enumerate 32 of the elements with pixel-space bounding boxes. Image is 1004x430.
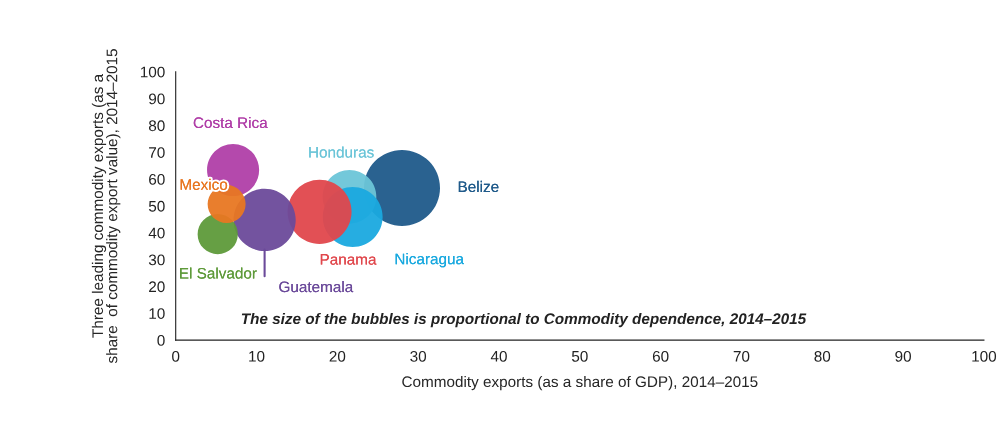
x-tick-label: 90 <box>895 350 911 362</box>
x-tick-label: 30 <box>410 350 427 362</box>
x-tick-label: 10 <box>249 350 265 362</box>
x-tick-label: 80 <box>814 350 831 362</box>
y-tick-label: 70 <box>149 147 165 158</box>
series-label: Panama <box>320 254 377 265</box>
x-tick-label: 0 <box>172 350 180 362</box>
y-tick-label: 0 <box>157 335 165 346</box>
series-label: El Salvador <box>180 267 257 279</box>
series-label: Honduras <box>309 146 374 158</box>
x-axis-title: Commodity exports (as a share of GDP), 2014–2015 <box>402 375 758 391</box>
y-tick-label: 10 <box>149 308 165 319</box>
x-tick-label: 70 <box>733 350 750 362</box>
y-tick-label: 80 <box>148 120 165 132</box>
series-label: Costa Rica <box>193 116 268 129</box>
x-tick-label: 20 <box>329 350 346 362</box>
x-tick-label: 40 <box>490 350 507 362</box>
y-tick-label: 20 <box>149 281 165 293</box>
y-tick-label: 60 <box>149 174 165 185</box>
y-tick-label: 50 <box>148 200 165 212</box>
y-tick-label: 100 <box>140 66 165 78</box>
y-tick-label: 90 <box>149 93 165 105</box>
x-tick-label: 100 <box>972 350 997 362</box>
text: Guatemala <box>279 281 354 293</box>
y-axis-title: Three leading commodity exports (as a share of commodity export value), 2014–2015 <box>91 49 121 364</box>
y-tick-label: 40 <box>148 227 165 239</box>
y-tick-label: 30 <box>148 254 165 266</box>
x-tick-label: 50 <box>571 350 588 362</box>
annotation: The size of the bubbles is proportional to Commodity dependence, 2014–2015 <box>241 312 807 328</box>
x-tick-label: 60 <box>652 350 669 362</box>
series-label: Nicaragua <box>395 253 464 268</box>
series-label: Belize <box>458 180 499 193</box>
